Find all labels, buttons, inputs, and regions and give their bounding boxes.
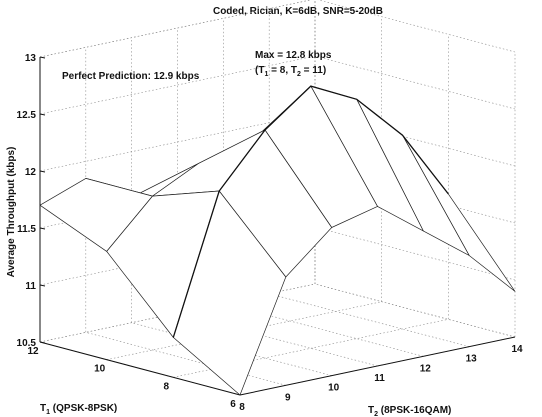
grid-line <box>223 303 424 357</box>
x-axis-line <box>39 341 241 396</box>
grid-line <box>177 312 378 367</box>
grid-line <box>314 55 516 110</box>
x-tick-label: 8 <box>164 381 170 392</box>
max-annotation-line2: (T1 = 8, T2 = 11) <box>255 65 326 78</box>
perfect-prediction-annotation: Perfect Prediction: 12.9 kbps <box>62 71 200 82</box>
grid-line <box>39 55 316 115</box>
y-tick-label: 14 <box>511 344 523 355</box>
grid-line <box>314 226 516 281</box>
grid-line <box>173 319 449 378</box>
z-tick-label: 11.5 <box>17 224 36 235</box>
y-axis-line <box>239 336 516 396</box>
chart-title: Coded, Rician, K=6dB, SNR=5-20dB <box>213 6 383 17</box>
max-annotation-line1: Max = 12.8 kbps <box>255 50 332 61</box>
z-tick-label: 11 <box>25 281 36 292</box>
z-tick-label: 12 <box>25 167 37 178</box>
x-tick-label: 12 <box>27 346 39 357</box>
grid-line <box>314 169 516 224</box>
x-axis-label: T1 (QPSK-8PSK) <box>40 403 117 416</box>
z-tick-mark <box>39 113 46 116</box>
z-tick-mark <box>39 227 46 230</box>
axes-frame <box>39 0 516 396</box>
grid-line <box>131 322 332 376</box>
z-tick-mark <box>39 170 46 173</box>
grid-line <box>269 293 470 347</box>
z-tick-label: 13 <box>25 53 37 64</box>
z-tick-mark <box>39 56 46 59</box>
grid-line <box>106 301 382 360</box>
grid-line <box>314 283 516 338</box>
z-tick-label: 12.5 <box>17 110 37 121</box>
z-tick-mark <box>39 284 46 287</box>
x-tick-label: 6 <box>230 399 236 410</box>
surface-ridge-line <box>172 85 449 338</box>
x-tick-label: 10 <box>94 364 106 375</box>
z-tick-label: 10.5 <box>17 338 37 349</box>
y-axis-label: T2 (8PSK-16QAM) <box>368 405 451 417</box>
top-edge <box>39 0 312 58</box>
grid-line <box>317 0 516 53</box>
y-tick-label: 8 <box>239 402 245 413</box>
y-tick-label: 13 <box>466 354 478 365</box>
z-tick-mark <box>39 341 46 344</box>
grid-line <box>314 112 516 167</box>
y-tick-label: 11 <box>374 373 385 384</box>
y-tick-label: 9 <box>285 392 291 403</box>
z-axis-label: Average Throughput (kbps) <box>6 147 17 278</box>
grid-line <box>85 332 286 386</box>
y-tick-label: 12 <box>420 363 432 374</box>
surface-mesh <box>39 85 516 396</box>
y-tick-label: 10 <box>328 383 340 394</box>
